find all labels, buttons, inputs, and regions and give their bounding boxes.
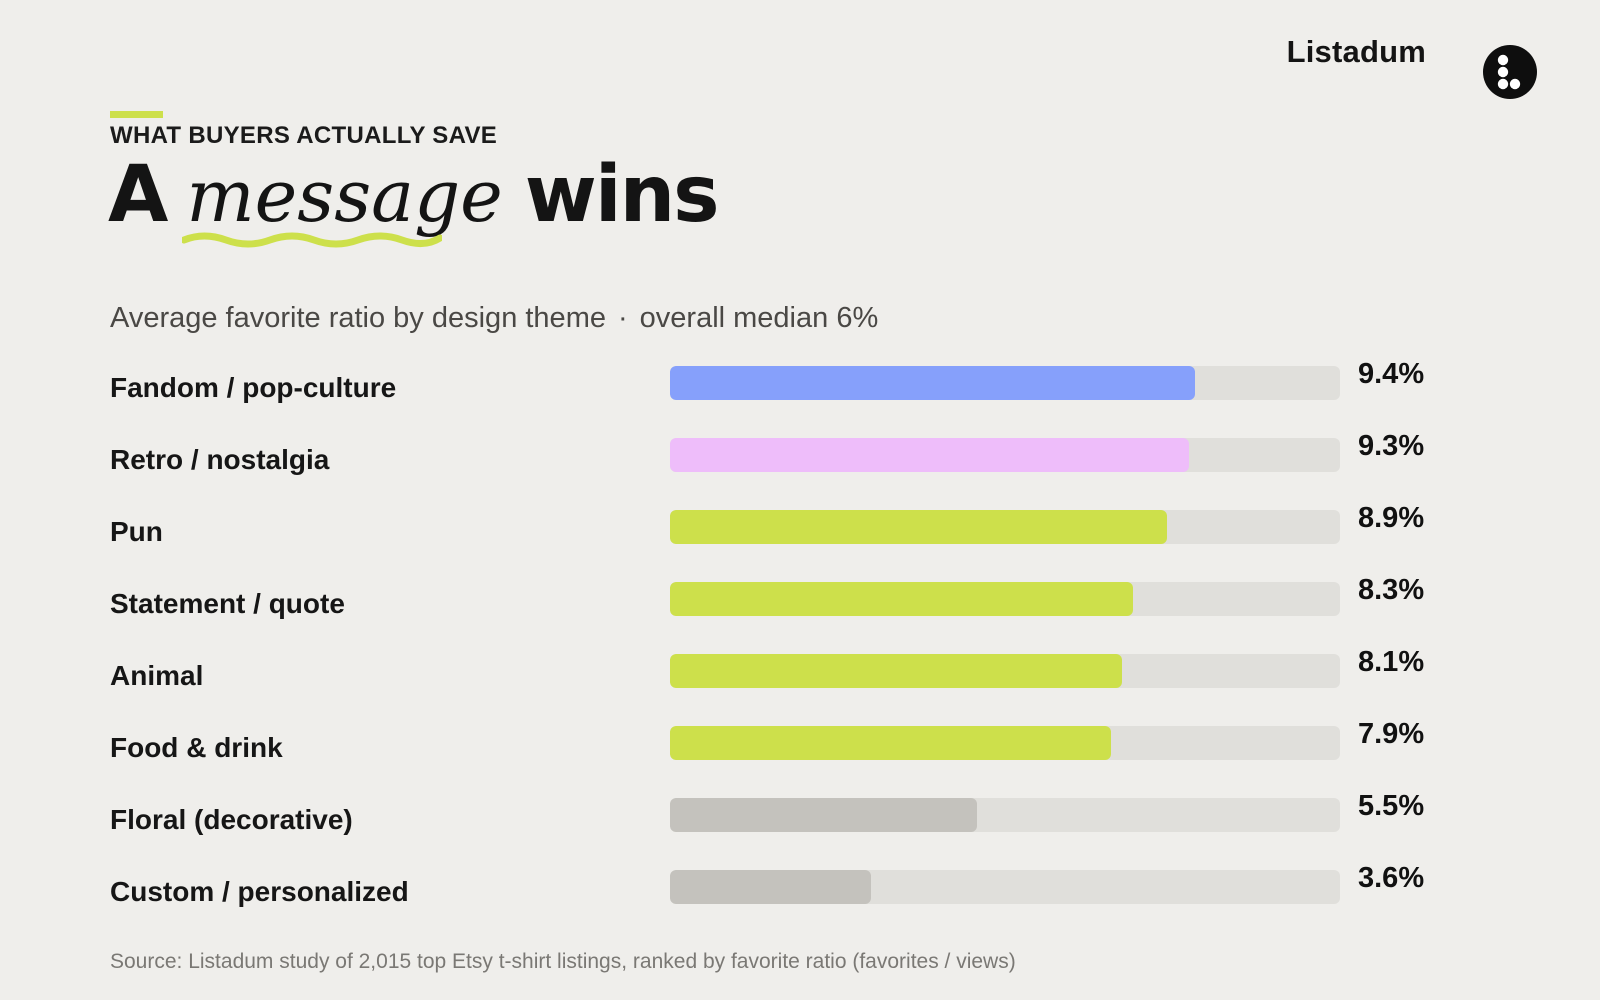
headline-suffix: wins	[524, 150, 720, 240]
bar	[670, 438, 1190, 472]
headline-prefix: A	[108, 150, 168, 240]
bar	[670, 582, 1134, 616]
bar-track	[670, 366, 1340, 400]
page-title: A message wins	[108, 150, 720, 248]
headline-emphasis-wrap: message	[182, 160, 503, 248]
bar-label: Floral (decorative)	[110, 804, 353, 835]
bar-value-label: 8.9%	[1358, 502, 1425, 534]
bar	[670, 870, 871, 904]
bar-label: Statement / quote	[110, 588, 345, 619]
bar-value-label: 7.9%	[1358, 718, 1425, 750]
bar	[670, 366, 1195, 400]
bar-value-label: 3.6%	[1358, 862, 1425, 894]
bar-track	[670, 582, 1340, 616]
squiggle-underline	[182, 232, 443, 248]
headline-emphasis: message	[186, 154, 503, 238]
bar-track	[670, 438, 1340, 472]
bar	[670, 726, 1112, 760]
source-note: Source: Listadum study of 2,015 top Etsy…	[110, 950, 1016, 973]
bar-track	[670, 870, 1340, 904]
bar-track	[670, 654, 1340, 688]
bar-value-label: 5.5%	[1358, 790, 1425, 822]
bar-value-label: 9.4%	[1358, 358, 1425, 390]
bar-value-label: 9.3%	[1358, 430, 1425, 462]
bar	[670, 510, 1167, 544]
eyebrow-label: WHAT BUYERS ACTUALLY SAVE	[110, 122, 498, 149]
subtitle-left: Average favorite ratio by design theme	[110, 302, 606, 334]
subtitle-separator: ·	[617, 302, 628, 334]
bar-value-label: 8.3%	[1358, 574, 1425, 606]
bar-track	[670, 510, 1340, 544]
eyebrow-accent-bar	[110, 111, 163, 118]
bar-value-label: 8.1%	[1358, 646, 1425, 678]
bar-label: Food & drink	[110, 732, 283, 763]
bar	[670, 798, 978, 832]
bar-track	[670, 726, 1340, 760]
bar-label: Fandom / pop-culture	[110, 372, 397, 403]
bar-track	[670, 798, 1340, 832]
bar-label: Animal	[110, 660, 204, 691]
subtitle-right: overall median 6%	[639, 302, 879, 334]
dots-logo-icon	[1483, 45, 1537, 99]
bar-label: Custom / personalized	[110, 876, 409, 907]
bar-label: Retro / nostalgia	[110, 444, 330, 475]
chart-subtitle: Average favorite ratio by design theme · o…	[110, 302, 878, 335]
brand-name: Listadum	[1286, 34, 1426, 69]
bar-label: Pun	[110, 516, 163, 547]
bar	[670, 654, 1123, 688]
